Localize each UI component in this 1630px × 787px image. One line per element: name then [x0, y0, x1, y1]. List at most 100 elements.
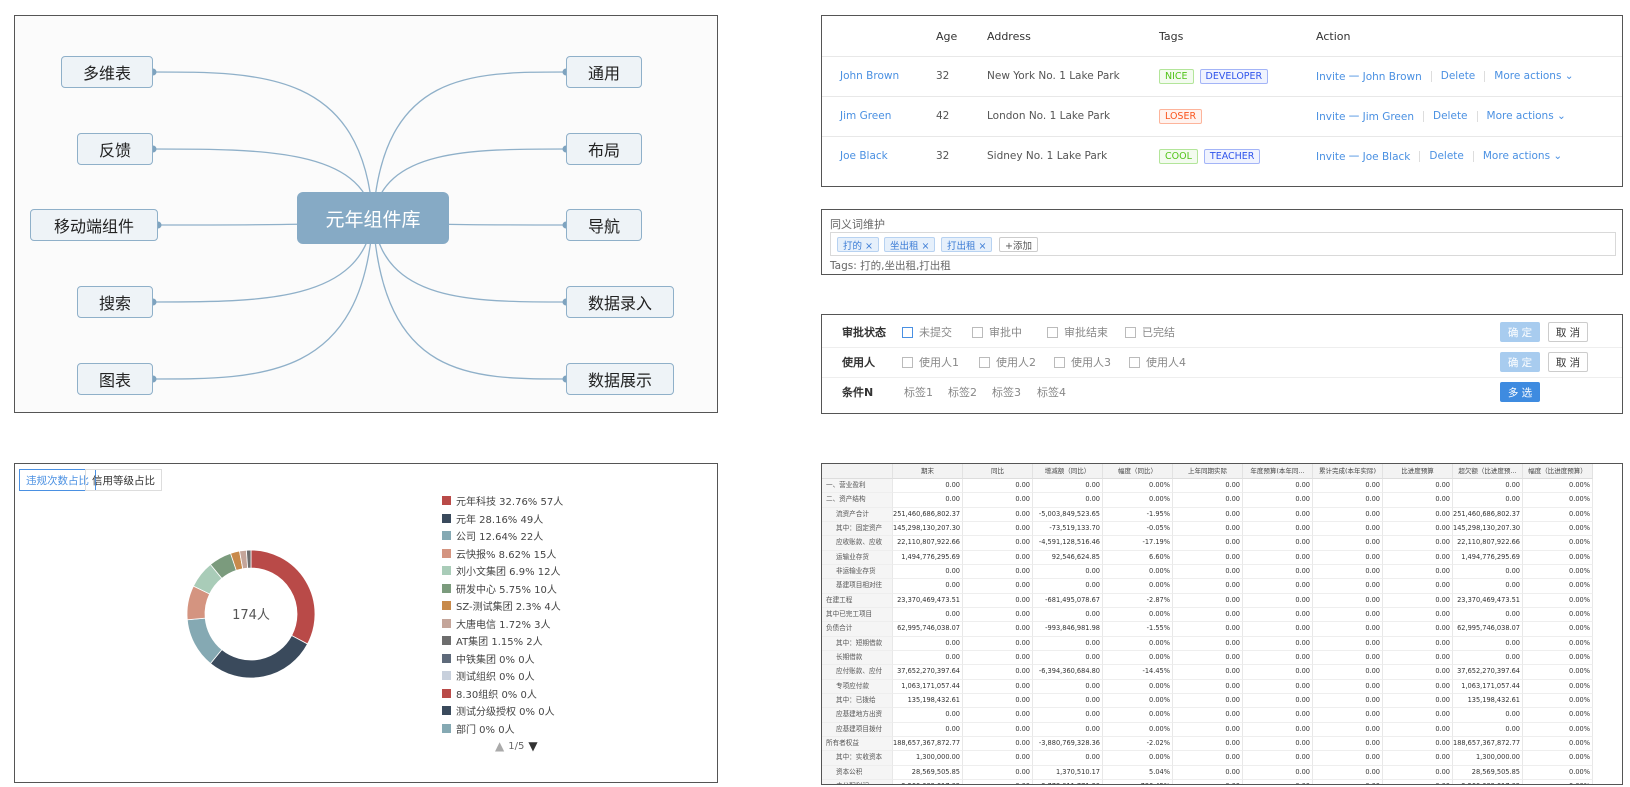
- row-label[interactable]: 其中：短期借款: [822, 636, 893, 651]
- user-name-link[interactable]: Jim Green: [840, 110, 892, 122]
- invite-link[interactable]: Invite 一 John Brown: [1316, 70, 1422, 83]
- multi-select-button[interactable]: 多 选: [1500, 382, 1540, 402]
- tab-credit-ratio[interactable]: 信用等级占比: [85, 469, 162, 491]
- checkbox-option[interactable]: 已完结: [1125, 317, 1175, 347]
- node-data-entry[interactable]: 数据录入: [566, 286, 674, 318]
- checkbox-option[interactable]: 使用人4: [1129, 347, 1186, 377]
- row-label[interactable]: 专项应付款: [822, 679, 893, 694]
- node-layout[interactable]: 布局: [566, 133, 642, 165]
- more-actions-dropdown[interactable]: More actions ⌄: [1494, 70, 1574, 82]
- synonym-tag-box[interactable]: 打的 × 坐出租 × 打出租 × +添加: [830, 232, 1616, 256]
- tag-option[interactable]: 标签2: [948, 386, 977, 399]
- checkbox-icon[interactable]: [1054, 356, 1065, 368]
- checkbox-option[interactable]: 未提交: [902, 317, 952, 347]
- page-down-icon[interactable]: ▼: [528, 739, 538, 753]
- legend-item[interactable]: 刘小文集团 6.9% 12人: [442, 562, 561, 579]
- legend-item[interactable]: SZ-测试集团 2.3% 4人: [442, 597, 561, 614]
- row-label[interactable]: 其中：已拨给: [822, 693, 893, 709]
- delete-link[interactable]: Delete: [1440, 70, 1476, 82]
- row-label[interactable]: 长期借款: [822, 650, 893, 666]
- row-label[interactable]: 在建工程: [822, 593, 893, 608]
- tab-violation-ratio[interactable]: 违规次数占比: [19, 469, 96, 491]
- row-label[interactable]: 负债合计: [822, 622, 893, 637]
- row-label[interactable]: 应基建地方出资: [822, 708, 893, 723]
- legend-item[interactable]: 大唐电信 1.72% 3人: [442, 615, 551, 632]
- column-header[interactable]: 同比: [963, 464, 1033, 479]
- row-label[interactable]: 运输业存货: [822, 550, 893, 565]
- legend-item[interactable]: 研发中心 5.75% 10人: [442, 580, 557, 597]
- invite-link[interactable]: Invite 一 Jim Green: [1316, 110, 1415, 123]
- column-header[interactable]: 幅度（同比）: [1103, 464, 1173, 479]
- checkbox-option[interactable]: 使用人3: [1054, 347, 1111, 377]
- checkbox-icon[interactable]: [1129, 356, 1140, 368]
- node-general[interactable]: 通用: [566, 56, 642, 88]
- row-label[interactable]: 非运输业存货: [822, 564, 893, 580]
- user-name-link[interactable]: John Brown: [840, 70, 900, 82]
- checkbox-icon[interactable]: [1047, 326, 1058, 338]
- checkbox-option[interactable]: 审批中: [972, 317, 1022, 347]
- legend-item[interactable]: 测试组织 0% 0人: [442, 667, 535, 684]
- synonym-tag[interactable]: 打的 ×: [837, 237, 879, 252]
- cancel-button[interactable]: 取 消: [1548, 352, 1588, 372]
- column-header[interactable]: 比进度预算: [1383, 464, 1453, 479]
- more-actions-dropdown[interactable]: More actions ⌄: [1486, 110, 1566, 122]
- checkbox-option[interactable]: 审批结束: [1047, 317, 1108, 347]
- mindmap-center-node[interactable]: 元年组件库: [297, 192, 449, 244]
- more-actions-dropdown[interactable]: More actions ⌄: [1482, 150, 1563, 162]
- node-mobile-components[interactable]: 移动端组件: [30, 209, 158, 241]
- node-data-display[interactable]: 数据展示: [566, 363, 674, 395]
- node-chart[interactable]: 图表: [77, 363, 153, 395]
- legend-item[interactable]: 元年 28.16% 49人: [442, 510, 543, 527]
- checkbox-icon[interactable]: [1125, 326, 1136, 338]
- checkbox-option[interactable]: 使用人1: [902, 347, 959, 377]
- page-up-icon[interactable]: ▲: [495, 739, 505, 753]
- checkbox-option[interactable]: 使用人2: [979, 347, 1036, 377]
- legend-item[interactable]: 测试分级授权 0% 0人: [442, 702, 555, 719]
- node-multidim-table[interactable]: 多维表: [61, 56, 153, 88]
- column-header[interactable]: 幅度（比进度预算）: [1523, 464, 1593, 479]
- checkbox-icon[interactable]: [902, 326, 913, 338]
- node-search[interactable]: 搜索: [77, 286, 153, 318]
- node-navigation[interactable]: 导航: [566, 209, 642, 241]
- legend-item[interactable]: AT集团 1.15% 2人: [442, 632, 543, 649]
- column-header[interactable]: 累计完成(本年实际): [1313, 464, 1383, 479]
- legend-item[interactable]: 8.30组织 0% 0人: [442, 685, 537, 702]
- column-header[interactable]: 上年同期实际: [1173, 464, 1243, 479]
- tag-option[interactable]: 标签1: [904, 386, 933, 399]
- column-header[interactable]: 增减额（同比）: [1033, 464, 1103, 479]
- delete-link[interactable]: Delete: [1433, 110, 1468, 122]
- user-name-link[interactable]: Joe Black: [840, 150, 888, 162]
- row-label[interactable]: 其中：实收资本: [822, 751, 893, 766]
- row-label[interactable]: 资本公积: [822, 765, 893, 780]
- node-feedback[interactable]: 反馈: [77, 133, 153, 165]
- checkbox-icon[interactable]: [972, 326, 983, 338]
- row-label[interactable]: 应基建项目拨付: [822, 722, 893, 737]
- column-header[interactable]: 超欠额（比进度预...: [1453, 464, 1523, 479]
- synonym-tag[interactable]: 打出租 ×: [941, 237, 993, 252]
- row-label[interactable]: 基建项目相对往: [822, 579, 893, 594]
- row-label[interactable]: 未分配利润: [822, 779, 893, 784]
- column-header[interactable]: 期末: [893, 464, 963, 479]
- confirm-button[interactable]: 确 定: [1500, 352, 1540, 372]
- cancel-button[interactable]: 取 消: [1548, 322, 1588, 342]
- row-label[interactable]: 流资产合计: [822, 507, 893, 522]
- row-label[interactable]: 一、营业盈利: [822, 479, 893, 494]
- tag-option[interactable]: 标签4: [1037, 386, 1066, 399]
- legend-item[interactable]: 元年科技 32.76% 57人: [442, 492, 563, 509]
- row-label[interactable]: 其中：固定资产: [822, 521, 893, 537]
- synonym-tag[interactable]: 坐出租 ×: [884, 237, 936, 252]
- legend-item[interactable]: 部门 0% 0人: [442, 720, 515, 737]
- column-header[interactable]: 年度预算(本年同...: [1243, 464, 1313, 479]
- confirm-button[interactable]: 确 定: [1500, 322, 1540, 342]
- row-label[interactable]: 其中已完工项目: [822, 607, 893, 623]
- legend-item[interactable]: 中铁集团 0% 0人: [442, 650, 535, 667]
- checkbox-icon[interactable]: [902, 356, 913, 368]
- tag-option[interactable]: 标签3: [992, 386, 1021, 399]
- row-label[interactable]: 所有者权益: [822, 736, 893, 752]
- legend-item[interactable]: 云快报% 8.62% 15人: [442, 545, 556, 562]
- legend-item[interactable]: 公司 12.64% 22人: [442, 527, 543, 544]
- row-label[interactable]: 应收账款、应收: [822, 536, 893, 551]
- add-tag-button[interactable]: +添加: [999, 237, 1038, 252]
- row-label[interactable]: 应付账款、应付: [822, 665, 893, 680]
- delete-link[interactable]: Delete: [1429, 150, 1464, 162]
